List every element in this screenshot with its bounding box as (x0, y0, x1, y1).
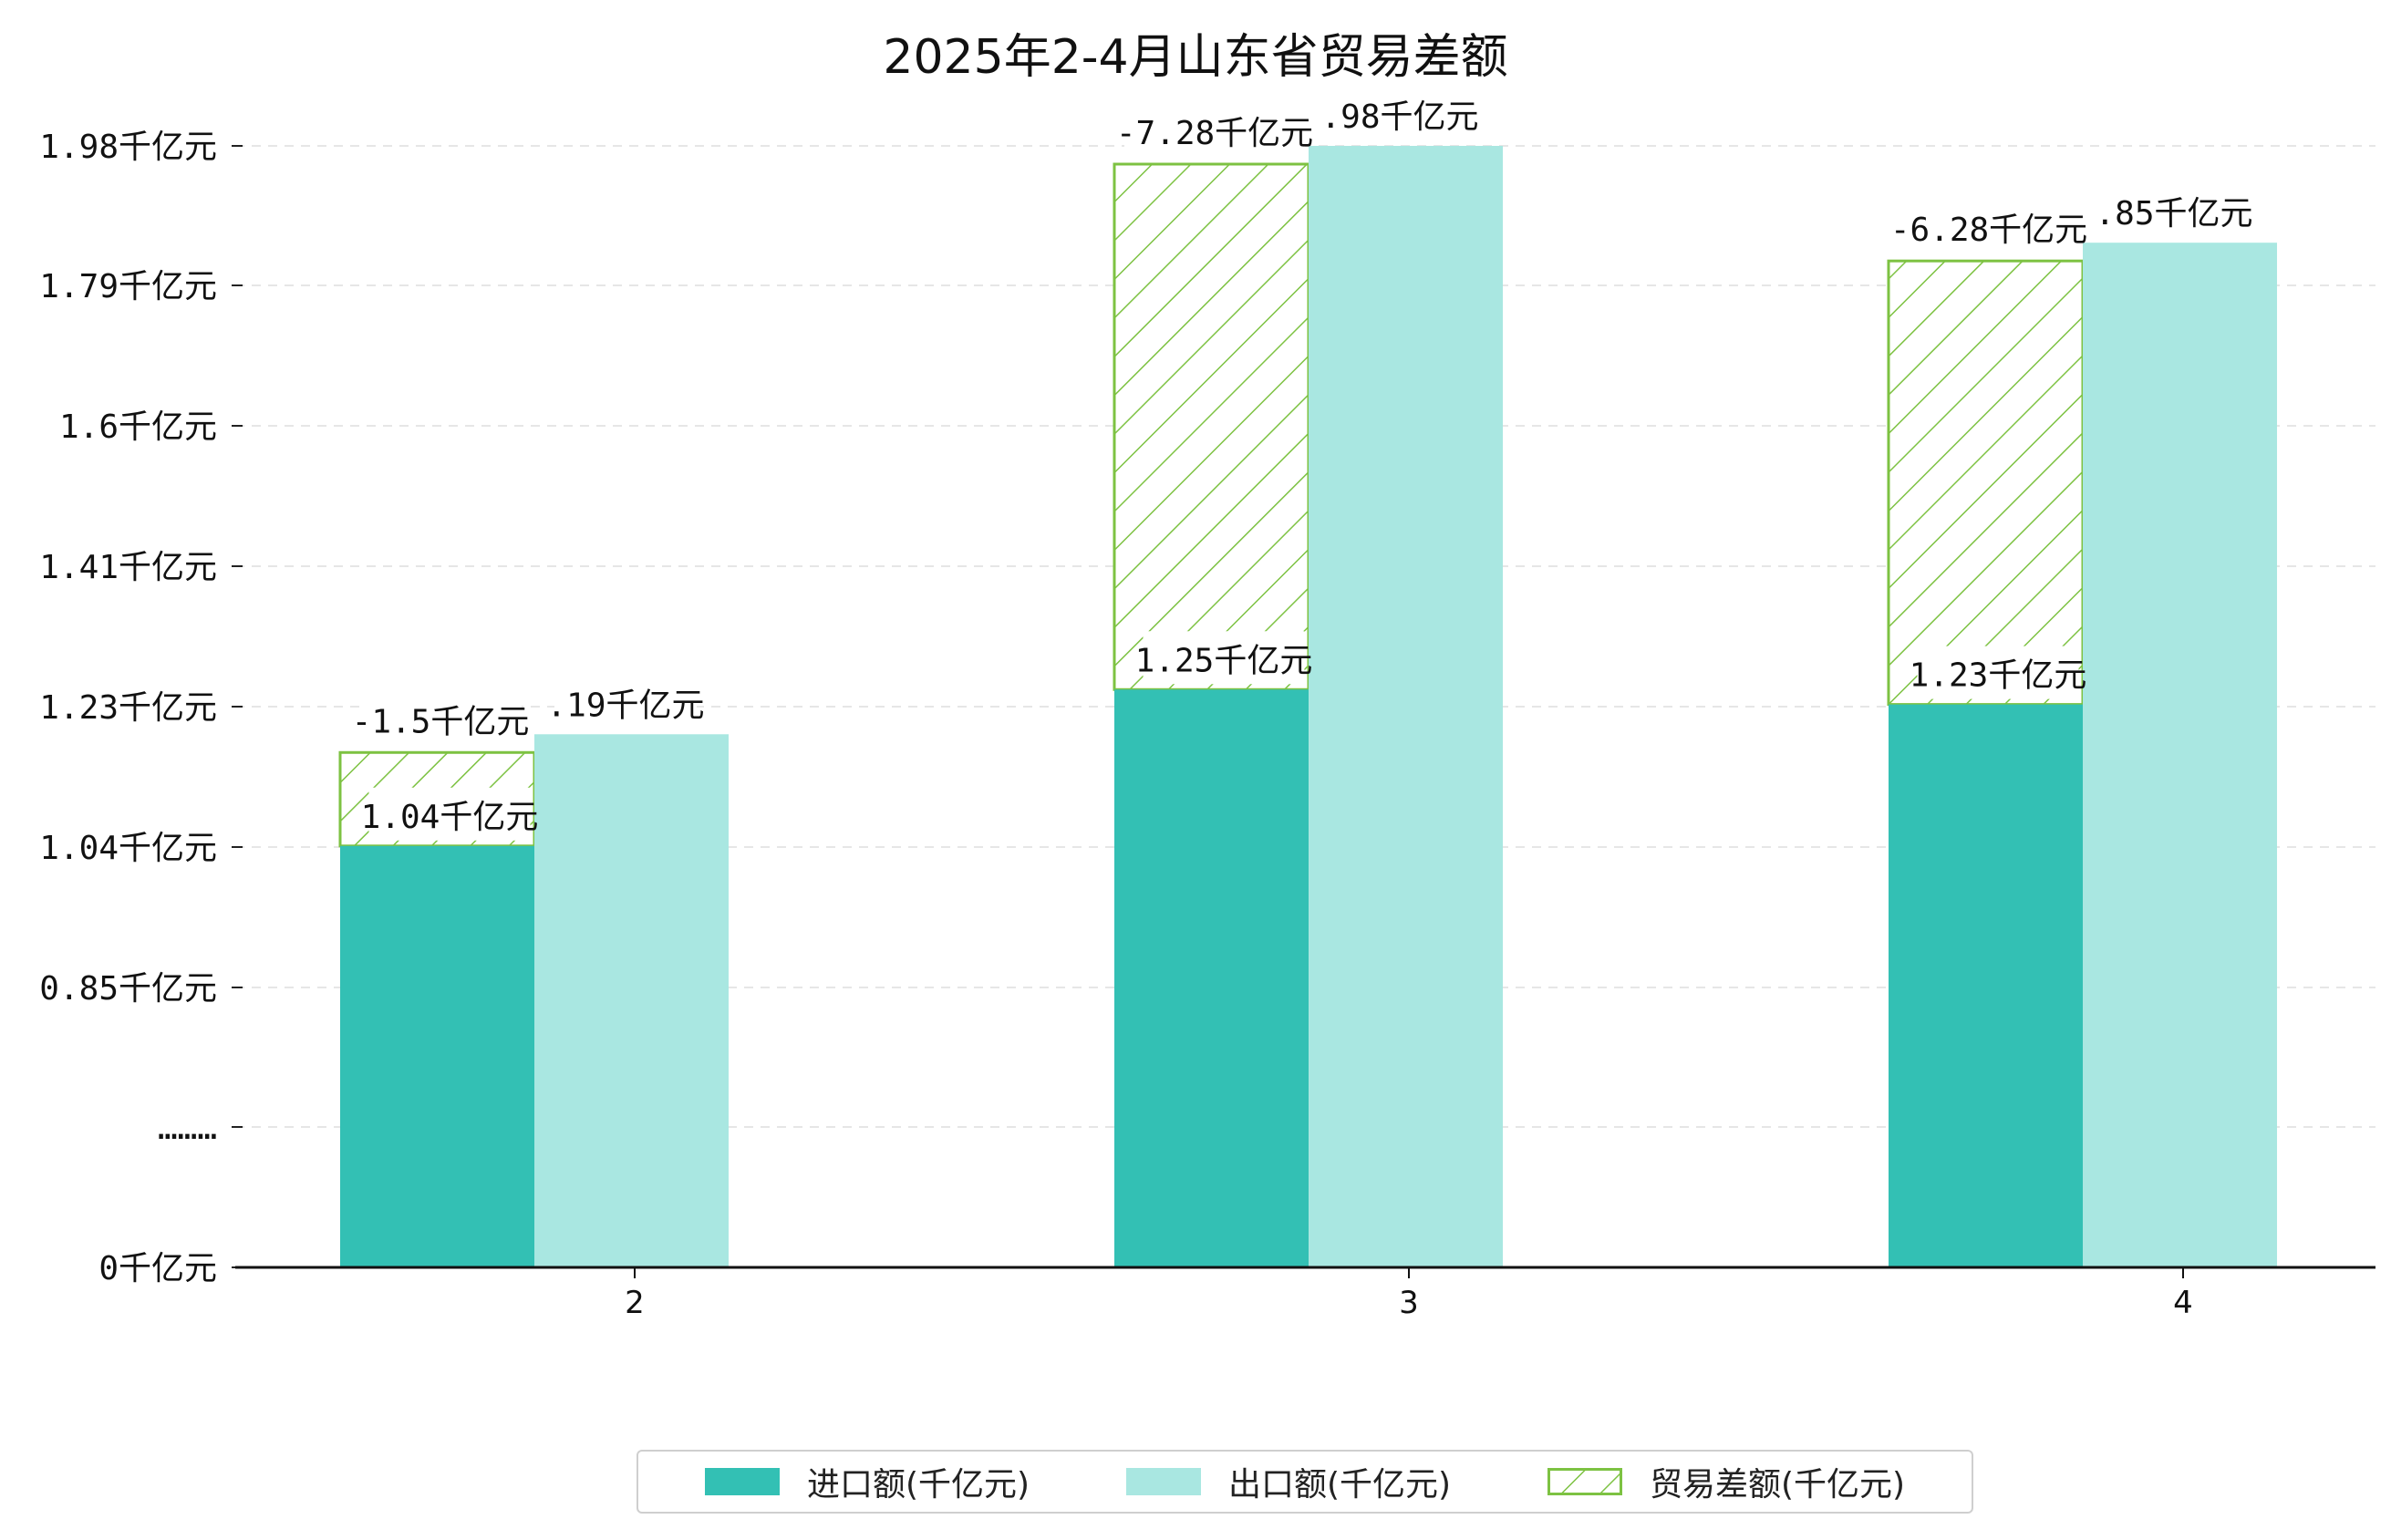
data-label-background (1917, 646, 2079, 699)
data-label-text: -7.28千亿元 (1116, 115, 1313, 152)
bar-import (1114, 689, 1309, 1267)
data-label-background (1899, 201, 2079, 254)
data-label-background (1329, 88, 1471, 140)
data-label-text: .85千亿元 (2095, 195, 2252, 233)
y-tick-label: 1.79千亿元 (39, 268, 217, 305)
data-label: .85千亿元 (2095, 184, 2253, 238)
legend-swatch-export (1125, 1468, 1201, 1495)
data-label-text: 1.04千亿元 (361, 799, 539, 836)
data-label: .98千亿元 (1320, 88, 1479, 140)
data-label: -6.28千亿元 (1890, 201, 2087, 254)
legend-swatch-import (704, 1468, 780, 1495)
data-label: 1.25千亿元 (1135, 631, 1313, 685)
data-label-background (368, 787, 531, 841)
x-tick-label: 3 (1399, 1285, 1419, 1321)
data-label-text: 1.25千亿元 (1135, 642, 1313, 679)
x-tick-label: 4 (2173, 1285, 2193, 1321)
axes: 0千亿元 ……… 0.85千亿元 1.04千亿元 1.23千亿元 1.41千亿元 1.6千亿… (39, 129, 2375, 1321)
legend-label-balance: 贸易差额(千亿元) (1649, 1466, 1906, 1504)
bar-export (2083, 243, 2277, 1268)
data-label: 1.23千亿元 (1910, 646, 2087, 699)
data-label-background (1143, 631, 1305, 685)
legend-label-export: 出口额(千亿元) (1227, 1466, 1452, 1504)
bar-export (1309, 146, 1503, 1267)
legend-label-import: 进口额(千亿元) (806, 1466, 1030, 1504)
y-tick-label: 1.41千亿元 (39, 549, 217, 586)
data-label-background (2103, 184, 2245, 238)
legend-item-export: 出口额(千亿元) (1125, 1458, 1452, 1505)
data-label: 1.04千亿元 (361, 787, 539, 841)
y-tick-label: 1.6千亿元 (59, 408, 217, 446)
y-tick-label: 1.23千亿元 (39, 689, 217, 727)
data-label-text: -1.5千亿元 (352, 703, 530, 740)
y-tick-label: 0.85千亿元 (39, 970, 217, 1008)
data-label: -1.5千亿元 (352, 692, 530, 746)
bar-export (534, 734, 729, 1267)
bars (338, 146, 2277, 1268)
data-label-background (359, 692, 522, 746)
legend-swatch-balance (1547, 1468, 1622, 1495)
bar-import (340, 845, 534, 1267)
data-label-background (554, 676, 697, 729)
data-label: .19千亿元 (546, 676, 705, 729)
data-label-text: .98千亿元 (1320, 98, 1478, 136)
data-label-text: .19千亿元 (546, 687, 704, 724)
y-tick-label: 1.98千亿元 (39, 129, 217, 166)
y-tick-label: 1.04千亿元 (39, 830, 217, 867)
y-tick-label: 0千亿元 (98, 1250, 217, 1287)
bar-balance (1887, 259, 2085, 707)
chart-title: 2025年2-4月山东省贸易差额 (883, 30, 1508, 85)
legend-item-import: 进口额(千亿元) (704, 1458, 1030, 1505)
data-label-text: 1.23千亿元 (1910, 657, 2087, 695)
bar-import (1889, 704, 2083, 1267)
data-labels: 1.04千亿元 .19千亿元 -1.5千亿元 1.25千亿元 .98千亿元-7.28千亿… (352, 88, 2253, 841)
x-tick-label: 2 (625, 1285, 645, 1321)
bar-balance (1113, 162, 1310, 691)
data-label: -7.28千亿元 (1116, 104, 1313, 157)
y-tick-label: ……… (158, 1110, 217, 1147)
legend: 进口额(千亿元) 出口额(千亿元) 贸易差额(千亿元) (637, 1450, 1973, 1514)
data-label-background (1124, 104, 1305, 157)
legend-item-balance: 贸易差额(千亿元) (1547, 1458, 1905, 1505)
data-label-text: -6.28千亿元 (1890, 212, 2087, 249)
